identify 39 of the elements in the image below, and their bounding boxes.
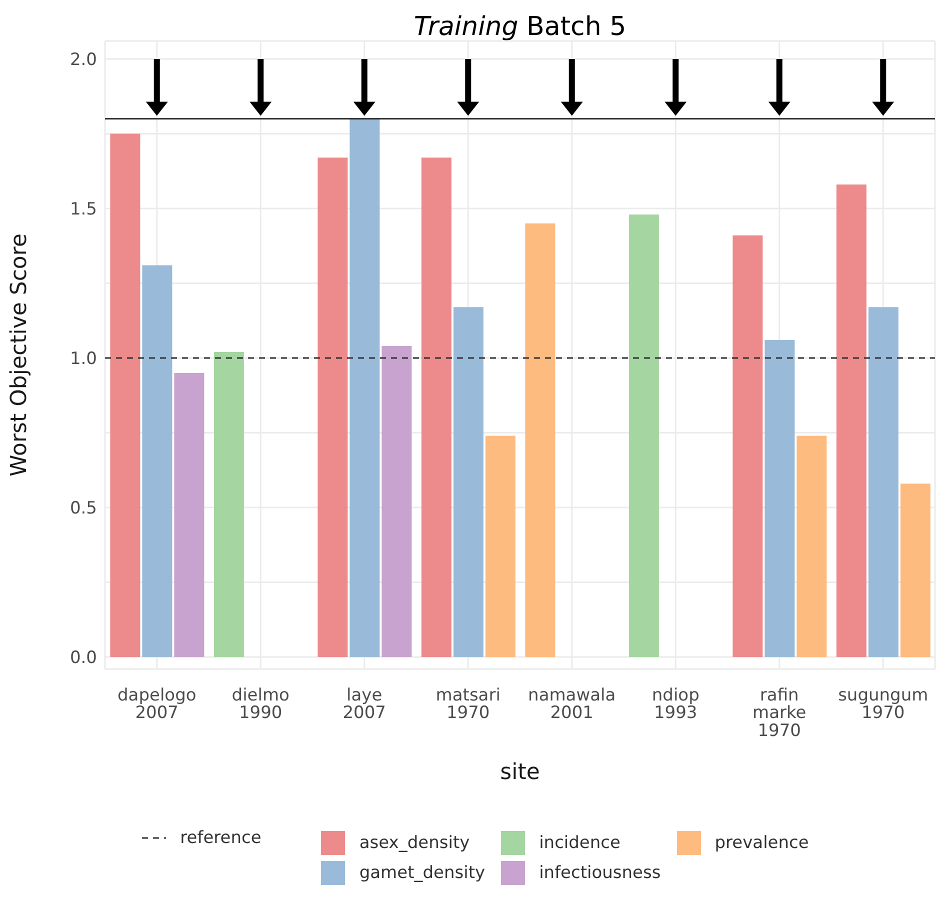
bar [628, 214, 659, 658]
bar [485, 436, 516, 658]
legend-label: incidence [539, 833, 620, 853]
y-tick-label: 1.0 [70, 349, 97, 370]
bar [796, 436, 827, 658]
x-axis-title: site [500, 760, 540, 785]
y-tick-label: 0.0 [70, 648, 97, 668]
legend-label: infectiousness [539, 863, 661, 883]
bar [868, 307, 898, 658]
x-tick-label: sugungum 1970 [838, 685, 928, 724]
y-axis-title: Worst Objective Score [6, 234, 32, 476]
x-tick-label: namawala 2001 [528, 685, 616, 724]
bar [732, 235, 763, 658]
legend-label: reference [180, 828, 262, 848]
bar [421, 158, 452, 658]
y-tick-label: 0.5 [70, 498, 97, 519]
x-tick-label: laye 2007 [342, 685, 386, 724]
x-tick-label: matsari 1970 [436, 685, 500, 724]
x-tick-label: ndiop 1993 [652, 685, 700, 724]
chart-title: Training Batch 5 [412, 12, 628, 42]
y-tick-label: 1.5 [70, 200, 97, 220]
bar [110, 134, 140, 658]
bar [382, 346, 412, 658]
legend-label: prevalence [714, 833, 809, 853]
bar [900, 484, 930, 658]
bar [350, 118, 380, 658]
bar [453, 307, 484, 658]
bar [836, 184, 866, 658]
bar [174, 372, 204, 658]
y-tick-label: 2.0 [70, 50, 97, 70]
bar [142, 265, 172, 658]
bar [764, 340, 795, 658]
x-tick-label: dapelogo 2007 [117, 685, 196, 724]
x-tick-label: rafin marke 1970 [752, 685, 806, 741]
x-tick-label: dielmo 1990 [232, 685, 290, 724]
legend-label: asex_density [359, 833, 470, 853]
bar [214, 352, 244, 658]
bar [318, 158, 348, 658]
legend-label: gamet_density [359, 863, 486, 883]
